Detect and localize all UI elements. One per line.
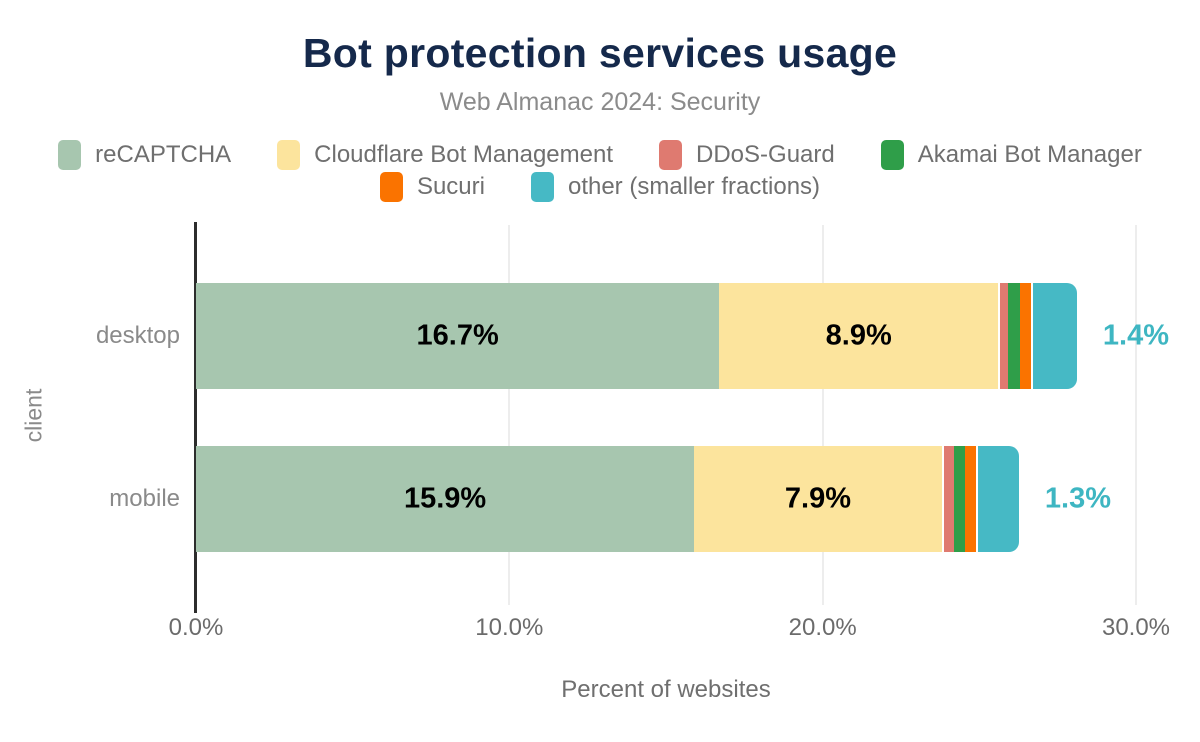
legend-swatch-icon: [659, 140, 683, 170]
x-tick-label: 20.0%: [788, 614, 857, 641]
legend-label: reCAPTCHA: [95, 141, 232, 168]
outside-value-label: 1.4%: [1102, 319, 1169, 352]
bar-segment[interactable]: [1007, 283, 1021, 389]
legend-swatch-icon: [530, 172, 554, 202]
value-label: 15.9%: [403, 482, 487, 515]
legend-label: Sucuri: [416, 173, 485, 200]
legend-item[interactable]: DDoS-Guard: [659, 140, 835, 170]
legend-swatch-icon: [379, 172, 403, 202]
legend-row: reCAPTCHA Cloudflare Bot Management DDoS-G…: [0, 139, 1200, 171]
legend-label: other (smaller fractions): [567, 173, 821, 200]
x-axis-title: Percent of websites: [561, 676, 771, 703]
legend-item[interactable]: Cloudflare Bot Management: [277, 140, 613, 170]
x-tick-label: 30.0%: [1101, 614, 1171, 641]
category-label-desktop: desktop: [95, 322, 180, 349]
category-label-mobile: mobile: [109, 485, 180, 512]
gridline: [821, 225, 824, 605]
y-axis-title-wrap: client: [14, 225, 54, 605]
value-label: 8.9%: [825, 319, 892, 352]
y-axis-title: client: [20, 388, 47, 442]
chart-title: Bot protection services usage: [302, 30, 898, 76]
y-axis-line: [194, 222, 197, 613]
legend-item[interactable]: other (smaller fractions): [530, 172, 821, 202]
legend-swatch-icon: [277, 140, 301, 170]
legend-item[interactable]: reCAPTCHA: [58, 140, 231, 170]
bar-segment[interactable]: [694, 446, 942, 552]
legend-row: Sucuri other (smaller fractions): [0, 171, 1200, 203]
value-label: 16.7%: [416, 319, 499, 352]
bar-row-mobile: 15.9% 7.9% 1.3%: [196, 446, 1166, 552]
bar-segment[interactable]: [196, 283, 720, 389]
legend-label: DDoS-Guard: [696, 141, 835, 168]
bar-segment[interactable]: [719, 283, 999, 389]
legend-swatch-icon: [58, 140, 82, 170]
legend-item[interactable]: Sucuri: [379, 172, 485, 202]
x-tick-label: 10.0%: [475, 614, 544, 641]
legend-label: Akamai Bot Manager: [917, 141, 1142, 168]
bar-segment[interactable]: [1031, 283, 1077, 389]
legend: reCAPTCHA Cloudflare Bot Management DDoS-G…: [0, 139, 1200, 203]
bar-segment[interactable]: [1020, 283, 1032, 389]
bar-segment[interactable]: [965, 446, 977, 552]
x-tick-label: 0.0%: [168, 614, 224, 641]
legend-item[interactable]: Akamai Bot Manager: [880, 140, 1142, 170]
bar-row-desktop: 16.7% 8.9% 1.4%: [196, 283, 1169, 389]
bar-segment[interactable]: [998, 283, 1010, 389]
bar-segment[interactable]: [941, 446, 957, 552]
bar-segment[interactable]: [976, 446, 1019, 552]
gridline: [1135, 225, 1137, 605]
bar-segment[interactable]: [954, 446, 966, 552]
outside-value-label: 1.3%: [1044, 482, 1112, 515]
chart-subtitle: Web Almanac 2024: Security: [439, 88, 761, 116]
gridline: [508, 225, 511, 605]
plot-area: 16.7% 8.9% 1.4% 15.9% 7.9% 1.3%: [194, 222, 1169, 613]
value-label: 7.9%: [784, 482, 852, 515]
legend-swatch-icon: [880, 140, 904, 170]
legend-label: Cloudflare Bot Management: [314, 141, 614, 168]
bar-segment[interactable]: [196, 446, 695, 552]
